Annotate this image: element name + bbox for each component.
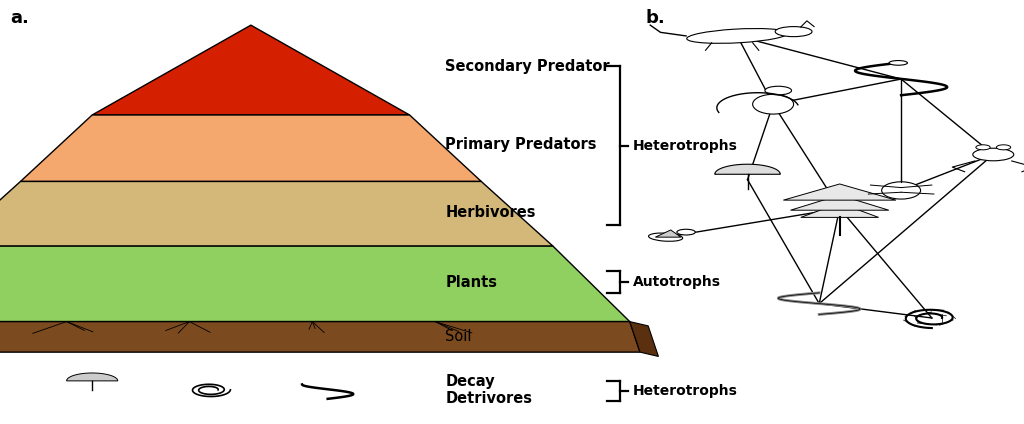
Text: Autotrophs: Autotrophs: [633, 275, 721, 289]
Polygon shape: [791, 195, 889, 210]
Text: a.: a.: [10, 9, 29, 27]
Text: Herbivores: Herbivores: [445, 205, 536, 220]
Polygon shape: [20, 115, 481, 181]
Ellipse shape: [677, 229, 695, 235]
Ellipse shape: [882, 182, 921, 199]
Text: b.: b.: [645, 9, 665, 27]
Text: Heterotrophs: Heterotrophs: [633, 139, 737, 153]
Polygon shape: [801, 203, 879, 218]
Ellipse shape: [648, 233, 683, 241]
Ellipse shape: [775, 27, 812, 36]
Ellipse shape: [889, 61, 907, 65]
Ellipse shape: [687, 28, 787, 43]
Polygon shape: [0, 181, 553, 246]
Text: Plants: Plants: [445, 275, 498, 290]
Ellipse shape: [753, 94, 794, 114]
Polygon shape: [783, 184, 896, 200]
Circle shape: [976, 145, 990, 150]
Polygon shape: [715, 164, 780, 174]
Text: Decay
Detrivores: Decay Detrivores: [445, 374, 532, 406]
Polygon shape: [655, 230, 681, 237]
Polygon shape: [0, 246, 630, 321]
Circle shape: [996, 145, 1011, 150]
Ellipse shape: [765, 86, 792, 95]
Ellipse shape: [973, 148, 1014, 161]
Text: Secondary Predator: Secondary Predator: [445, 59, 610, 74]
Polygon shape: [92, 25, 410, 115]
Polygon shape: [630, 321, 658, 357]
Polygon shape: [0, 321, 640, 352]
Text: Primary Predators: Primary Predators: [445, 137, 597, 152]
Text: Heterotrophs: Heterotrophs: [633, 384, 737, 398]
Text: Soil: Soil: [445, 329, 472, 344]
Polygon shape: [67, 373, 118, 381]
